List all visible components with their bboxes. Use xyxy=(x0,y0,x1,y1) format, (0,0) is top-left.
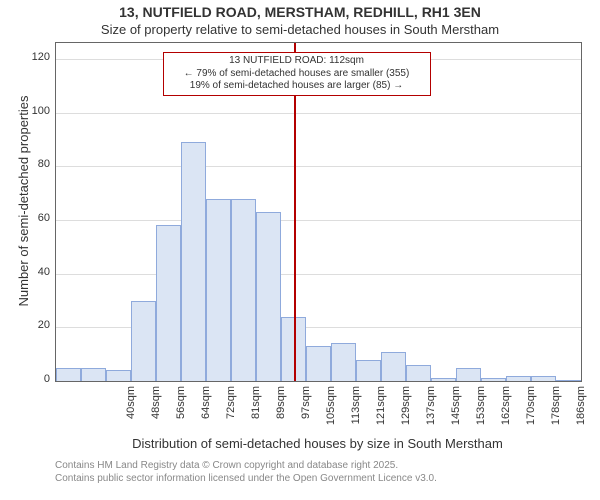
xtick-label: 153sqm xyxy=(475,386,487,446)
xtick-label: 40sqm xyxy=(125,386,137,446)
ytick-label: 60 xyxy=(20,212,50,224)
ytick-label: 0 xyxy=(20,373,50,385)
xtick-label: 56sqm xyxy=(175,386,187,446)
gridline xyxy=(56,220,581,221)
histogram-bar xyxy=(456,368,481,381)
histogram-bar xyxy=(106,370,131,381)
ytick-label: 120 xyxy=(20,51,50,63)
gridline xyxy=(56,113,581,114)
footer-attribution: Contains HM Land Registry data © Crown c… xyxy=(55,460,437,485)
xtick-label: 162sqm xyxy=(500,386,512,446)
annotation-box: 13 NUTFIELD ROAD: 112sqm← 79% of semi-de… xyxy=(163,52,431,96)
annotation-line2: ← 79% of semi-detached houses are smalle… xyxy=(170,68,424,81)
histogram-bar xyxy=(531,376,556,381)
histogram-bar xyxy=(256,212,281,381)
histogram-bar xyxy=(206,199,231,381)
xtick-label: 105sqm xyxy=(325,386,337,446)
xtick-label: 121sqm xyxy=(375,386,387,446)
xtick-label: 81sqm xyxy=(250,386,262,446)
footer-line1: Contains HM Land Registry data © Crown c… xyxy=(55,460,437,473)
xtick-label: 186sqm xyxy=(575,386,587,446)
histogram-bar xyxy=(231,199,256,381)
histogram-bar xyxy=(131,301,156,381)
chart-title-line2: Size of property relative to semi-detach… xyxy=(0,22,600,37)
histogram-bar xyxy=(556,380,581,381)
xtick-label: 178sqm xyxy=(550,386,562,446)
xtick-label: 48sqm xyxy=(150,386,162,446)
annotation-line1: 13 NUTFIELD ROAD: 112sqm xyxy=(170,55,424,68)
gridline xyxy=(56,274,581,275)
ytick-label: 100 xyxy=(20,105,50,117)
histogram-chart: 13, NUTFIELD ROAD, MERSTHAM, REDHILL, RH… xyxy=(0,0,600,500)
histogram-bar xyxy=(481,378,506,381)
ytick-label: 20 xyxy=(20,319,50,331)
ytick-label: 80 xyxy=(20,158,50,170)
chart-title-line1: 13, NUTFIELD ROAD, MERSTHAM, REDHILL, RH… xyxy=(0,4,600,20)
gridline xyxy=(56,166,581,167)
histogram-bar xyxy=(156,225,181,381)
xtick-label: 97sqm xyxy=(300,386,312,446)
histogram-bar xyxy=(381,352,406,382)
annotation-line3: 19% of semi-detached houses are larger (… xyxy=(170,80,424,93)
histogram-bar xyxy=(406,365,431,381)
histogram-bar xyxy=(56,368,81,381)
histogram-bar xyxy=(181,142,206,381)
histogram-bar xyxy=(306,346,331,381)
xtick-label: 170sqm xyxy=(525,386,537,446)
xtick-label: 89sqm xyxy=(275,386,287,446)
footer-line2: Contains public sector information licen… xyxy=(55,473,437,486)
xtick-label: 72sqm xyxy=(225,386,237,446)
histogram-bar xyxy=(431,378,456,381)
histogram-bar xyxy=(81,368,106,381)
xtick-label: 129sqm xyxy=(400,386,412,446)
ytick-label: 40 xyxy=(20,266,50,278)
xtick-label: 145sqm xyxy=(450,386,462,446)
xtick-label: 64sqm xyxy=(200,386,212,446)
histogram-bar xyxy=(356,360,381,381)
xtick-label: 137sqm xyxy=(425,386,437,446)
histogram-bar xyxy=(331,343,356,381)
xtick-label: 113sqm xyxy=(350,386,362,446)
histogram-bar xyxy=(506,376,531,381)
